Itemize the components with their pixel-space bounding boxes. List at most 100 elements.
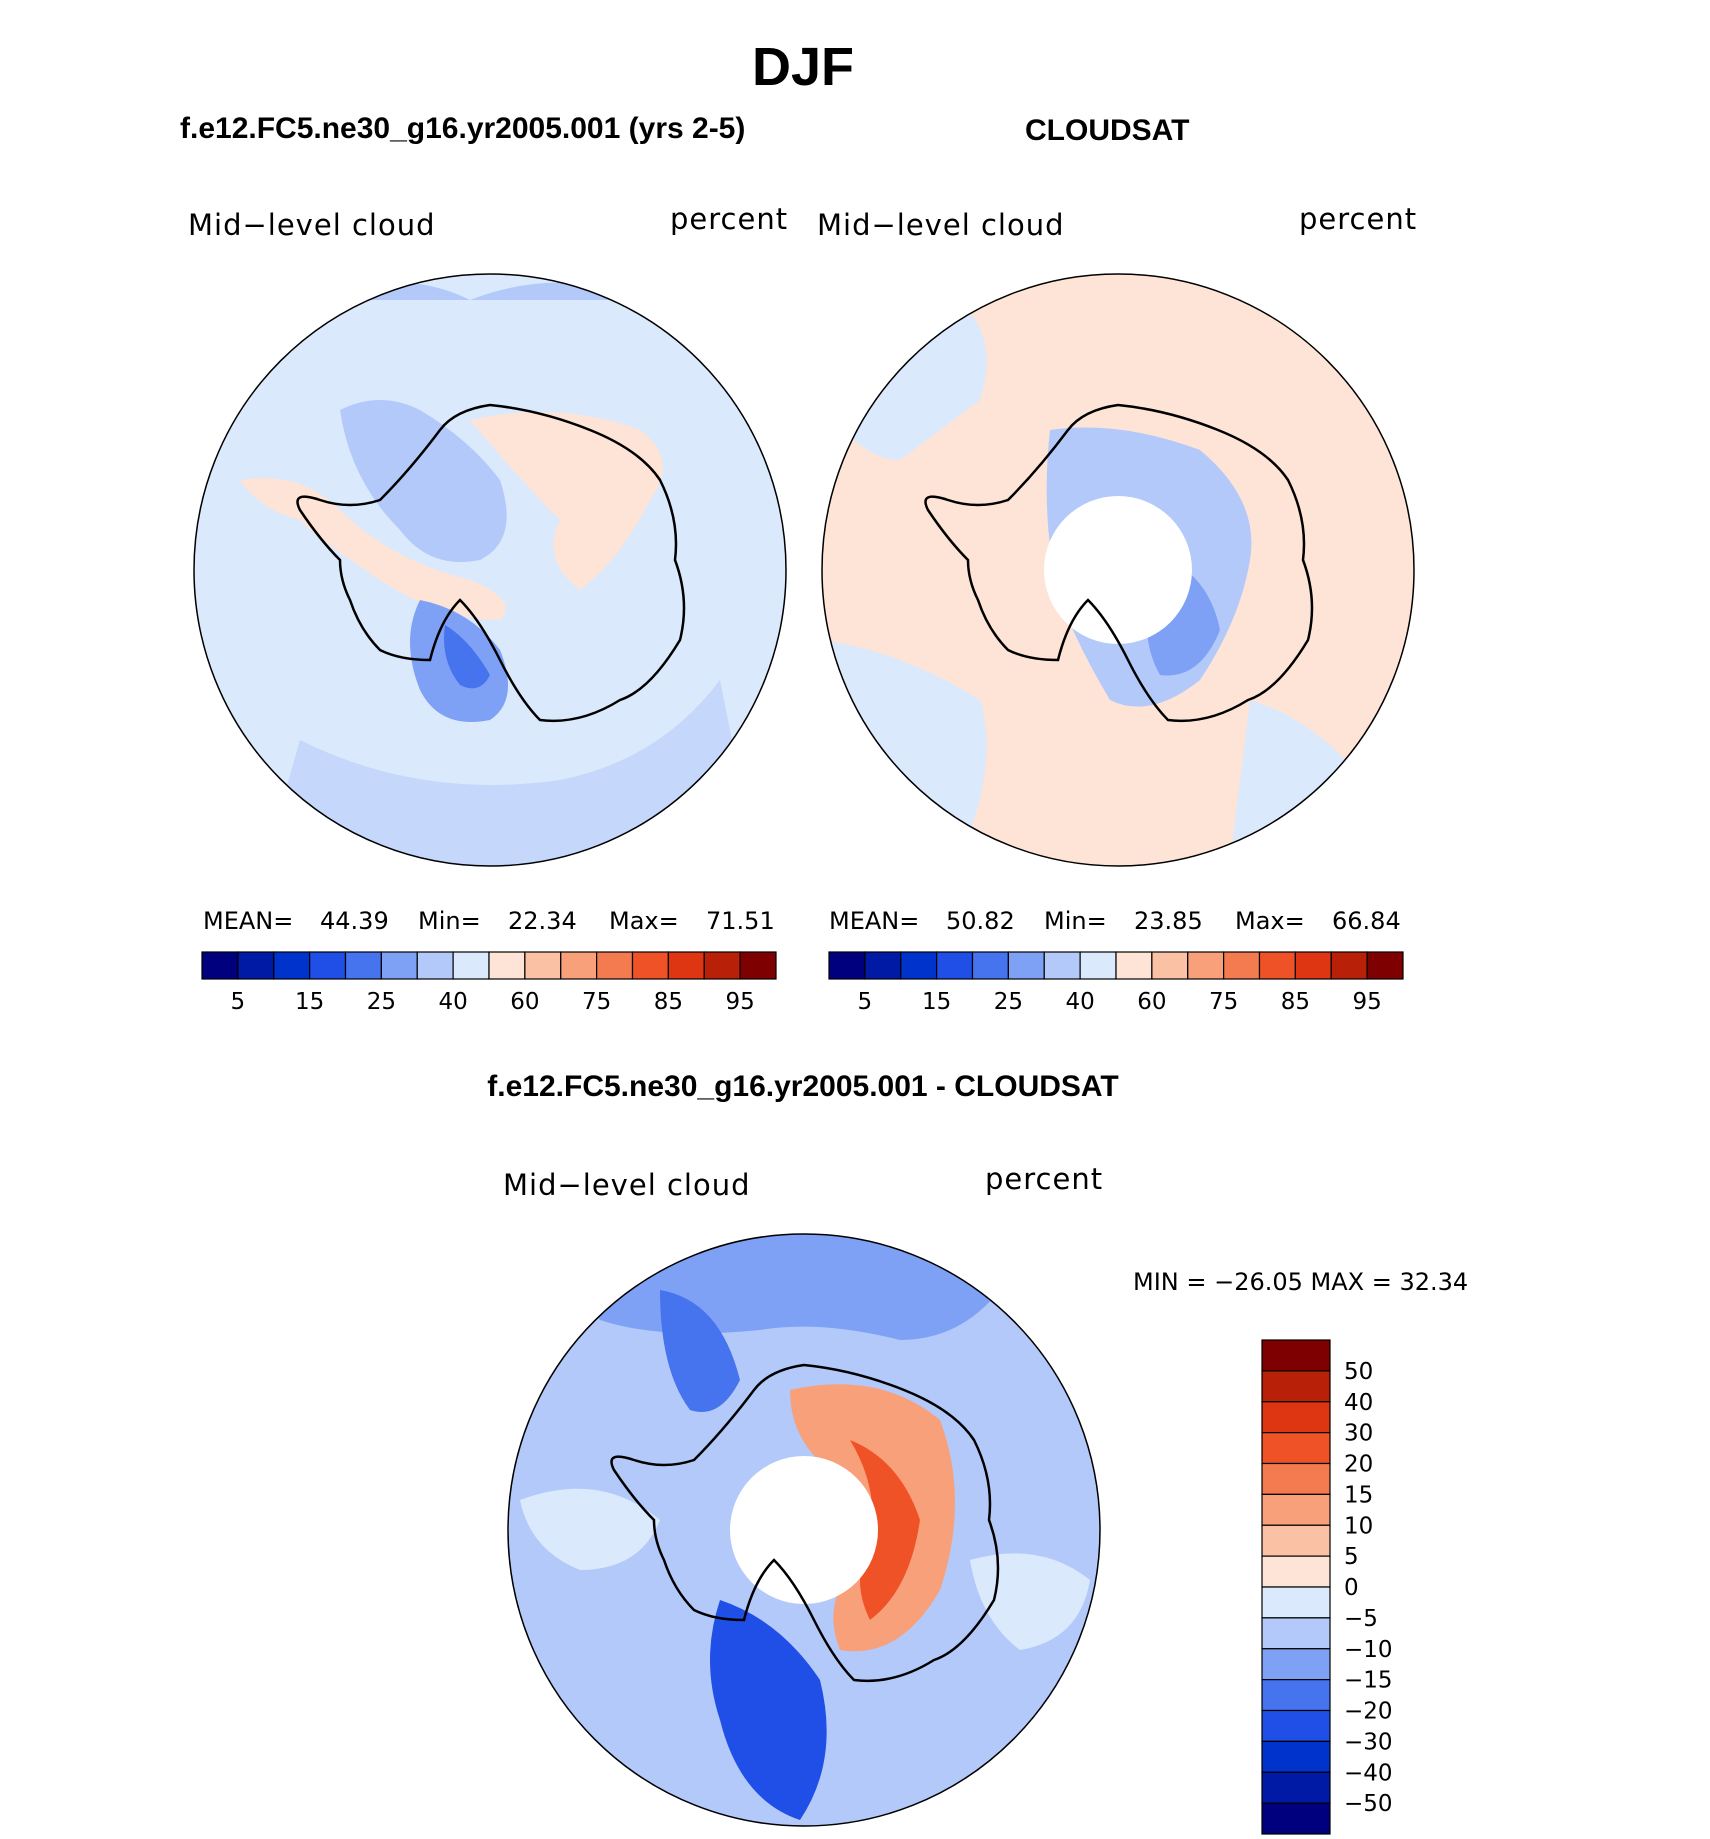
panel3-right-label: percent	[985, 1162, 1104, 1196]
colorbar-swatch	[1223, 951, 1261, 980]
colorbar-swatch	[201, 951, 239, 980]
colorbar-tick-label: 5	[858, 989, 873, 1015]
panel3-title: f.e12.FC5.ne30_g16.yr2005.001 - CLOUDSAT	[487, 1070, 1119, 1103]
panel3-region-light-bands	[520, 1488, 660, 1570]
panel3-coastline	[610, 1363, 1000, 1683]
colorbar-tick-label: 60	[510, 989, 539, 1015]
panel1-mean-label: MEAN=	[203, 907, 294, 935]
panel1-title: f.e12.FC5.ne30_g16.yr2005.001 (yrs 2-5)	[180, 112, 746, 145]
colorbar-swatch	[1294, 951, 1332, 980]
colorbar-swatch	[1187, 951, 1225, 980]
colorbar-tick-label: 95	[725, 989, 754, 1015]
panel2-right-label: percent	[1299, 202, 1418, 236]
colorbar-tick-label: 20	[1344, 1452, 1373, 1478]
colorbar-swatch	[1043, 951, 1081, 980]
panel1-max-value: 71.51	[706, 907, 775, 935]
colorbar-tick-label: 85	[654, 989, 683, 1015]
colorbar-tick-label: 75	[582, 989, 611, 1015]
panel3-map-border	[507, 1233, 1101, 1827]
colorbar-tick-label: 50	[1344, 1359, 1373, 1385]
colorbar-tick-label: −30	[1344, 1729, 1393, 1755]
colorbar-tick-label: 5	[1344, 1544, 1359, 1570]
panel1-coastline	[296, 403, 686, 723]
panel3-region-northwest-dark	[660, 1290, 740, 1412]
colorbar-tick-label: 5	[231, 989, 246, 1015]
panel1-left-label: Mid−level cloud	[188, 208, 436, 242]
panel3-minmax-text: MIN = −26.05 MAX = 32.34	[1133, 1268, 1469, 1296]
colorbar-swatch	[1258, 951, 1296, 980]
panel1-max-label: Max=	[609, 907, 679, 935]
panel2-min-value: 23.85	[1134, 907, 1203, 935]
panel2-left-label: Mid−level cloud	[817, 208, 1065, 242]
colorbar-swatch	[739, 951, 777, 980]
colorbar-tick-label: 10	[1344, 1513, 1373, 1539]
panel1-map	[193, 273, 787, 867]
colorbar-tick-label: −50	[1344, 1791, 1393, 1817]
colorbar-swatch	[1261, 1771, 1331, 1804]
colorbar-swatch	[900, 951, 938, 980]
colorbar-swatch	[524, 951, 562, 980]
colorbar-tick-label: 15	[295, 989, 324, 1015]
panel3-colorbar	[1261, 1339, 1331, 1835]
colorbar-swatch	[1261, 1709, 1331, 1742]
colorbar-swatch	[1261, 1586, 1331, 1619]
panel1-min-value: 22.34	[508, 907, 577, 935]
colorbar-tick-label: 95	[1352, 989, 1381, 1015]
colorbar-swatch	[1261, 1493, 1331, 1526]
colorbar-swatch	[1330, 951, 1368, 980]
colorbar-tick-label: −15	[1344, 1668, 1393, 1694]
colorbar-swatch	[309, 951, 347, 980]
colorbar-swatch	[416, 951, 454, 980]
panel1-map-border	[193, 273, 787, 867]
colorbar-swatch	[380, 951, 418, 980]
colorbar-swatch	[1007, 951, 1045, 980]
panel3-region-east-light	[970, 1553, 1090, 1650]
panel1-region-ross-core	[444, 625, 490, 689]
colorbar-swatch	[488, 951, 526, 980]
panel2-max-label: Max=	[1235, 907, 1305, 935]
colorbar-swatch	[1079, 951, 1117, 980]
panel2-map	[821, 273, 1415, 867]
colorbar-tick-label: 30	[1344, 1421, 1373, 1447]
figure-title: DJF	[751, 37, 854, 97]
panel2-min-label: Min=	[1044, 907, 1107, 935]
colorbar-tick-label: 85	[1281, 989, 1310, 1015]
panel3-region-ross-dark	[710, 1600, 827, 1820]
colorbar-swatch	[1261, 1401, 1331, 1434]
colorbar-swatch	[1261, 1617, 1331, 1650]
panel1-region-peninsula-red	[240, 478, 506, 620]
colorbar-swatch	[237, 951, 275, 980]
panel2-mean-value: 50.82	[946, 907, 1015, 935]
colorbar-swatch	[344, 951, 382, 980]
colorbar-swatch	[596, 951, 634, 980]
colorbar-tick-label: −20	[1344, 1699, 1393, 1725]
colorbar-swatch	[1261, 1370, 1331, 1403]
colorbar-swatch	[703, 951, 741, 980]
colorbar-tick-label: −40	[1344, 1760, 1393, 1786]
colorbar-tick-label: 40	[1344, 1390, 1373, 1416]
colorbar-swatch	[667, 951, 705, 980]
panel3-map	[507, 1233, 1101, 1827]
colorbar-swatch	[1261, 1339, 1331, 1372]
colorbar-swatch	[936, 951, 974, 980]
colorbar-swatch	[273, 951, 311, 980]
panel2-title: CLOUDSAT	[1025, 114, 1190, 147]
colorbar-tick-label: −5	[1344, 1606, 1378, 1632]
colorbar-swatch	[1261, 1802, 1331, 1835]
colorbar-swatch	[1115, 951, 1153, 980]
panel1-colorbar	[201, 951, 777, 980]
panel2-map-border	[821, 273, 1415, 867]
panel2-polar-gap	[1044, 496, 1192, 644]
colorbar-tick-label: 25	[367, 989, 396, 1015]
colorbar-swatch	[1261, 1524, 1331, 1557]
colorbar-swatch	[1366, 951, 1404, 980]
colorbar-tick-label: 25	[994, 989, 1023, 1015]
panel3-polar-gap	[730, 1456, 878, 1604]
colorbar-swatch	[828, 951, 866, 980]
panel1-min-label: Min=	[418, 907, 481, 935]
panel3-region-north-blue	[560, 1234, 1000, 1340]
colorbar-tick-label: 40	[438, 989, 467, 1015]
panel2-colorbar	[828, 951, 1404, 980]
colorbar-tick-label: 15	[922, 989, 951, 1015]
